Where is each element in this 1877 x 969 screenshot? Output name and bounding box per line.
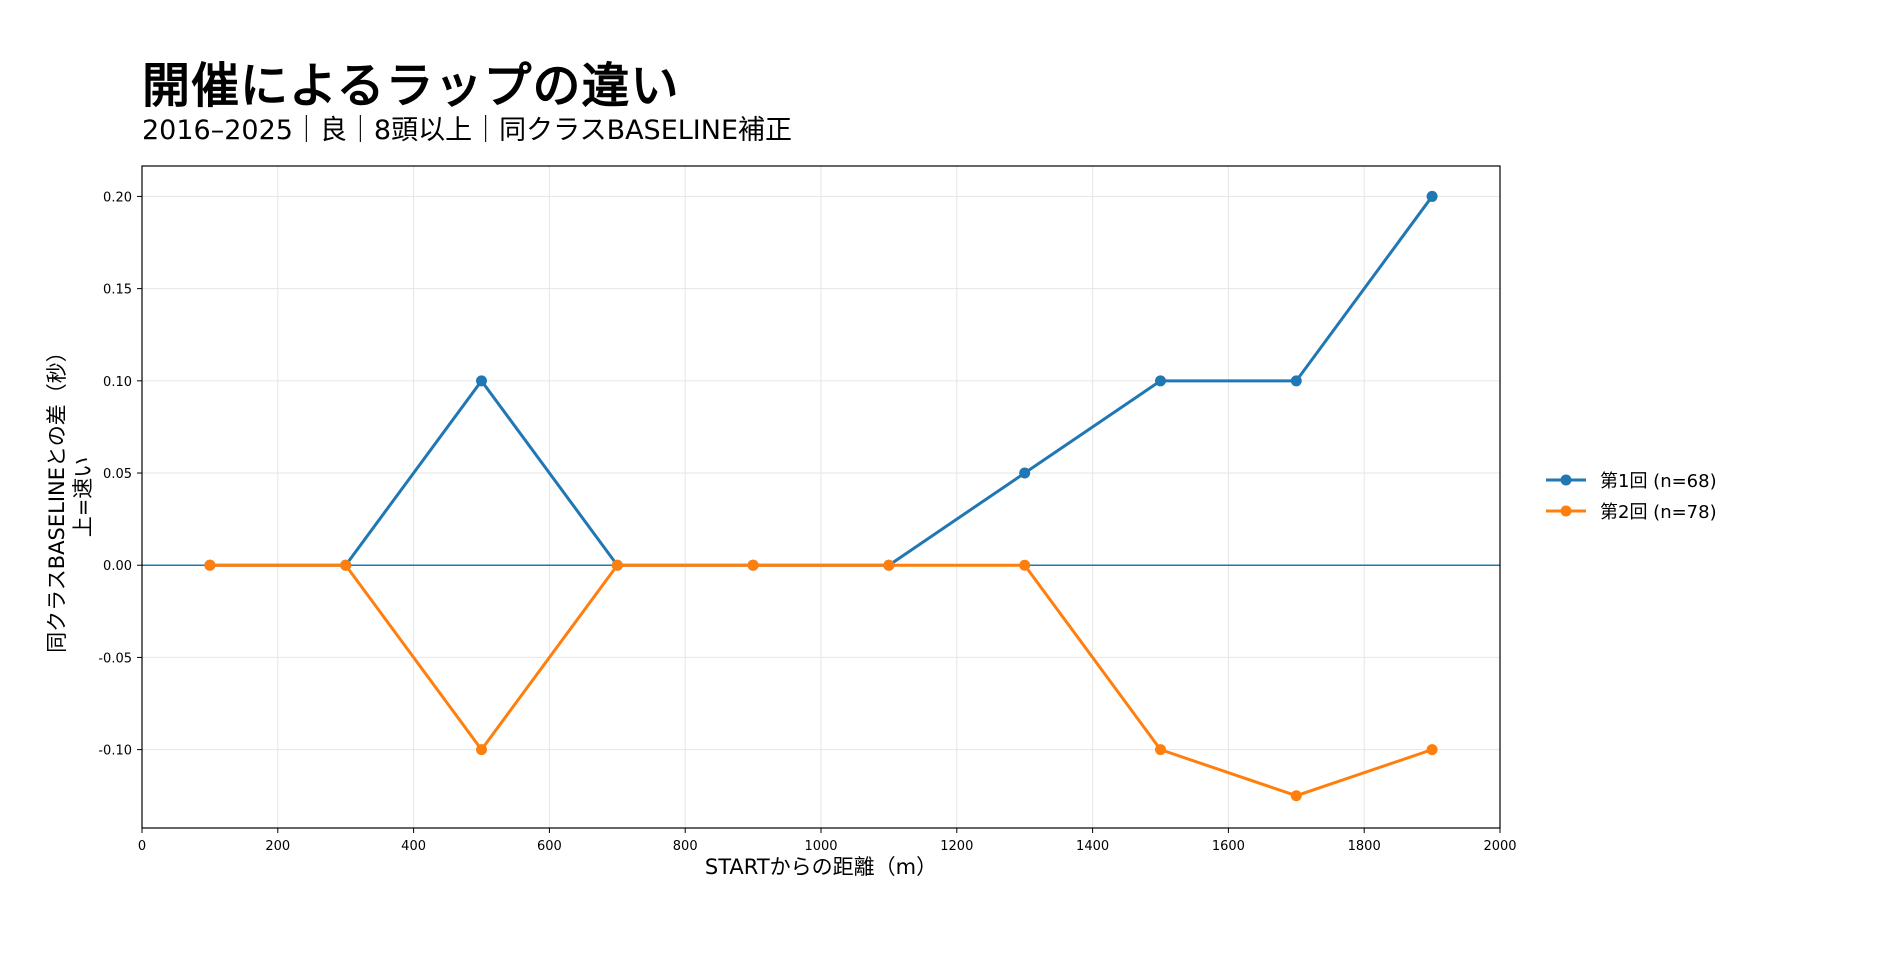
y-tick-label: 0.10: [103, 375, 132, 390]
legend-entry-label: 第2回 (n=78): [1600, 502, 1717, 523]
data-point-series-2: [1019, 559, 1031, 571]
data-point-series-2: [747, 559, 759, 571]
chart-subtitle: 2016–2025｜良｜8頭以上｜同クラスBASELINE補正: [142, 115, 793, 146]
x-tick-label: 1000: [804, 839, 837, 854]
data-point-series-1: [1155, 375, 1166, 387]
x-tick-label: 400: [401, 839, 426, 854]
legend-swatch-marker: [1560, 474, 1572, 486]
x-tick-label: 1400: [1076, 839, 1109, 854]
data-point-series-2: [340, 559, 352, 571]
data-point-series-2: [1290, 790, 1302, 802]
x-axis: 0 200 400 600 800 1000 1200 1400 1600 1800 2000: [138, 828, 1517, 854]
x-tick-label: 2000: [1483, 839, 1516, 854]
x-tick-label: 200: [265, 839, 290, 854]
data-point-series-2: [204, 559, 216, 571]
series-line-2: [209, 563, 1433, 798]
y-tick-label: 0.05: [103, 467, 132, 482]
data-point-series-1: [476, 375, 487, 387]
series-layer: [204, 190, 1438, 802]
y-tick-label: 0.20: [103, 190, 132, 205]
y-axis: -0.10 -0.05 0.00 0.05 0.10 0.15 0.20: [98, 190, 142, 759]
x-tick-label: 600: [537, 839, 562, 854]
data-point-series-2: [611, 559, 623, 571]
y-tick-label: 0.15: [103, 283, 132, 298]
data-point-series-2: [1155, 744, 1166, 756]
data-point-series-2: [476, 744, 487, 756]
x-tick-label: 1800: [1348, 839, 1381, 854]
legend-swatch-marker: [1560, 505, 1572, 517]
x-tick-label: 1200: [940, 839, 973, 854]
y-axis-label: 同クラスBASELINEとの差（秒）: [45, 341, 69, 653]
y-tick-label: -0.05: [98, 651, 132, 666]
y-axis-label-group: 同クラスBASELINEとの差（秒） 上=速い: [45, 341, 95, 653]
chart-title: 開催によるラップの違い: [142, 58, 680, 114]
y-axis-label-secondary: 上=速い: [71, 457, 95, 538]
y-tick-label: -0.10: [98, 744, 132, 759]
y-tick-label: 0.00: [103, 559, 132, 574]
x-tick-label: 0: [138, 839, 146, 854]
x-tick-label: 1600: [1212, 839, 1245, 854]
data-point-series-2: [883, 559, 895, 571]
x-axis-label: STARTからの距離（m）: [705, 855, 937, 879]
legend-entry-label: 第1回 (n=68): [1600, 471, 1717, 492]
data-point-series-1: [1290, 375, 1302, 387]
data-point-series-1: [1426, 190, 1438, 202]
grid-lines: [141, 166, 1501, 828]
x-tick-label: 800: [673, 839, 698, 854]
legend: 第1回 (n=68) 第2回 (n=78): [1546, 471, 1717, 523]
data-point-series-2: [1426, 744, 1438, 756]
data-point-series-1: [1019, 467, 1031, 479]
